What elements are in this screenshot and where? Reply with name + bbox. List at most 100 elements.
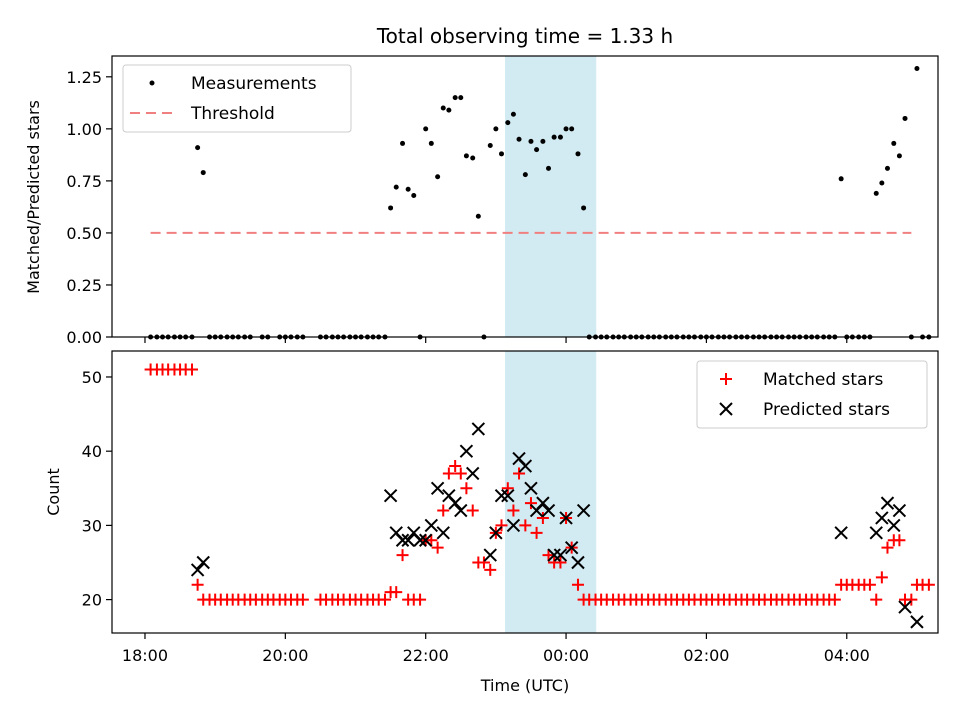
matched-star-point xyxy=(466,504,479,517)
predicted-star-point xyxy=(571,555,585,570)
predicted-star-point xyxy=(448,496,462,510)
matched-star-point xyxy=(524,497,537,510)
legend-predicted-label: Predicted stars xyxy=(763,400,890,420)
top-y-tick-label: 0.50 xyxy=(66,224,102,243)
predicted-star-point xyxy=(518,459,533,473)
predicted-star-point xyxy=(887,518,901,533)
matched-star-point xyxy=(571,578,584,591)
predicted-star-point xyxy=(196,555,210,570)
measurement-point xyxy=(411,192,417,198)
matched-star-point xyxy=(828,593,841,606)
measurement-point xyxy=(914,65,920,71)
top-x-ticks xyxy=(144,337,848,343)
measurement-point xyxy=(838,176,844,182)
top-y-ticks: 0.00 0.25 0.50 0.75 1.00 1.25 xyxy=(66,68,112,347)
measurement-point xyxy=(195,145,201,151)
predicted-star-point xyxy=(494,489,509,503)
predicted-star-point xyxy=(424,518,439,533)
top-legend-box xyxy=(122,64,352,133)
predicted-star-point xyxy=(395,533,410,547)
predicted-star-point xyxy=(489,526,503,540)
matched-star-point xyxy=(414,593,427,606)
chart-title: Total observing time = 1.33 h xyxy=(376,24,673,48)
matched-star-point xyxy=(431,541,444,554)
x-tick-label: 22:00 xyxy=(403,646,449,665)
matched-star-point xyxy=(296,593,309,606)
predicted-star-point xyxy=(401,533,415,547)
predicted-star-point xyxy=(576,503,591,518)
top-y-tick-label: 1.00 xyxy=(66,120,102,139)
predicted-star-point xyxy=(383,489,398,503)
measurement-points xyxy=(148,65,932,340)
predicted-star-point xyxy=(413,533,427,547)
measurement-point xyxy=(475,213,481,219)
measurement-point xyxy=(470,155,476,161)
matched-star-point xyxy=(460,482,473,495)
measurement-point xyxy=(873,190,879,196)
matched-star-point xyxy=(507,504,520,517)
matched-star-point xyxy=(519,519,532,532)
matched-star-point xyxy=(442,467,455,480)
bottom-y-ticks: 20 30 40 50 xyxy=(82,368,112,610)
x-tick-label: 04:00 xyxy=(824,646,870,665)
predicted-star-points xyxy=(190,422,924,629)
top-y-tick-label: 0.25 xyxy=(66,276,102,295)
matched-star-point xyxy=(922,578,935,591)
matched-star-point xyxy=(425,534,438,547)
measurement-point xyxy=(446,107,452,113)
matched-star-point xyxy=(905,593,918,606)
matched-star-point xyxy=(875,571,888,584)
bottom-y-tick-label: 40 xyxy=(82,442,102,461)
predicted-star-point xyxy=(898,600,912,614)
measurement-point xyxy=(458,95,464,101)
matched-star-point xyxy=(191,578,204,591)
measurement-point xyxy=(428,140,434,146)
x-axis-label: Time (UTC) xyxy=(480,676,569,695)
legend-threshold-label: Threshold xyxy=(190,104,275,124)
bottom-y-tick-label: 20 xyxy=(82,591,102,610)
measurement-point xyxy=(902,115,908,121)
measurement-point xyxy=(400,140,406,146)
legend-measurements-marker xyxy=(149,80,155,86)
matched-star-point xyxy=(396,549,409,562)
measurement-point xyxy=(493,126,499,132)
measurement-point xyxy=(423,126,429,132)
top-highlight-span xyxy=(504,56,597,337)
measurement-point xyxy=(435,174,441,180)
predicted-star-point xyxy=(506,518,521,533)
predicted-star-point xyxy=(436,526,450,540)
measurement-point xyxy=(516,136,522,142)
predicted-star-point xyxy=(454,503,468,518)
top-axes-frame xyxy=(111,55,939,338)
predicted-star-point xyxy=(501,489,515,503)
matched-star-point xyxy=(186,363,199,376)
predicted-star-point xyxy=(459,444,474,458)
legend-predicted-marker xyxy=(719,402,733,416)
bottom-y-tick-label: 50 xyxy=(82,368,102,387)
predicted-star-point xyxy=(880,496,895,510)
top-y-tick-label: 0.75 xyxy=(66,172,102,191)
measurement-point xyxy=(452,95,458,101)
matched-star-point xyxy=(437,504,450,517)
measurement-point xyxy=(891,140,897,146)
predicted-star-point xyxy=(536,496,550,510)
predicted-star-point xyxy=(190,563,205,577)
measurement-point xyxy=(879,180,885,186)
measurement-point xyxy=(388,205,394,211)
matched-star-point xyxy=(390,586,403,599)
x-tick-label: 00:00 xyxy=(543,646,589,665)
measurement-point xyxy=(498,151,504,157)
matched-star-point xyxy=(501,482,514,495)
predicted-star-point xyxy=(547,548,561,562)
matched-star-point xyxy=(513,467,526,480)
matched-star-point xyxy=(484,563,497,576)
matched-star-point xyxy=(542,549,555,562)
measurement-point xyxy=(463,153,469,159)
matched-star-points xyxy=(144,363,935,606)
predicted-star-point xyxy=(524,481,538,495)
x-tick-label: 02:00 xyxy=(683,646,729,665)
matched-star-point xyxy=(863,578,876,591)
measurement-point xyxy=(569,126,575,132)
